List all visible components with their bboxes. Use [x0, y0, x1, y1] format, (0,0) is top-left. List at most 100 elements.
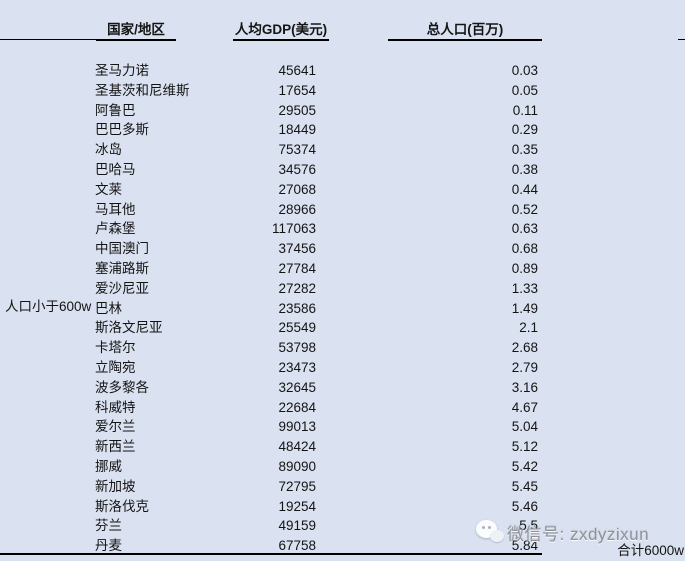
country-cell: 斯洛伐克: [95, 498, 149, 514]
country-cell: 巴巴多斯: [95, 122, 149, 138]
gdp-cell: 89090: [278, 458, 316, 474]
country-cell: 挪威: [95, 458, 122, 474]
table-row: 斯洛伐克 19254 5.46: [0, 497, 685, 517]
table-row: 卡塔尔 53798 2.68: [0, 338, 685, 358]
population-cell: 0.68: [511, 241, 538, 257]
country-cell: 巴哈马: [95, 161, 136, 177]
table-row: 立陶宛 23473 2.79: [0, 358, 685, 378]
population-cell: 5.45: [511, 478, 538, 494]
header-underline-right-edge: [678, 38, 685, 40]
country-cell: 斯洛文尼亚: [95, 320, 163, 336]
table-row: 新西兰 48424 5.12: [0, 437, 685, 457]
table-row: 卢森堡 117063 0.63: [0, 219, 685, 239]
table-row: 巴林 23586 1.49: [0, 299, 685, 319]
header-underline-left: [0, 38, 100, 40]
country-cell: 文莱: [95, 181, 122, 197]
population-cell: 0.38: [511, 161, 538, 177]
table-row: 爱沙尼亚 27282 1.33: [0, 279, 685, 299]
table-row: 中国澳门 37456 0.68: [0, 239, 685, 259]
population-cell: 0.52: [511, 201, 538, 217]
table-row: 挪威 89090 5.42: [0, 457, 685, 477]
population-cell: 3.16: [511, 379, 538, 395]
header-underline-country: [96, 38, 176, 41]
watermark: 微信号: zxdyzixun: [476, 518, 649, 547]
gdp-cell: 19254: [278, 498, 316, 514]
gdp-cell: 32645: [278, 379, 316, 395]
gdp-cell: 72795: [278, 478, 316, 494]
country-cell: 科威特: [95, 399, 136, 415]
gdp-cell: 27784: [278, 260, 316, 276]
country-cell: 芬兰: [95, 518, 122, 534]
column-header-gdp: 人均GDP(美元): [234, 22, 328, 37]
gdp-cell: 75374: [278, 142, 316, 158]
header-underline-gdp: [233, 38, 329, 41]
gdp-cell: 53798: [278, 340, 316, 356]
population-cell: 0.89: [511, 260, 538, 276]
table-row: 巴巴多斯 18449 0.29: [0, 120, 685, 140]
population-cell: 2.79: [511, 359, 538, 375]
gdp-cell: 99013: [278, 419, 316, 435]
table-row: 圣基茨和尼维斯 17654 0.05: [0, 81, 685, 101]
country-cell: 阿鲁巴: [95, 102, 136, 118]
table-row: 爱尔兰 99013 5.04: [0, 417, 685, 437]
population-cell: 5.12: [511, 439, 538, 455]
population-cell: 2.68: [511, 340, 538, 356]
group-label: 人口小于600w: [5, 299, 92, 314]
country-cell: 新加坡: [95, 478, 136, 494]
country-cell: 丹麦: [95, 538, 122, 554]
gdp-cell: 22684: [278, 399, 316, 415]
column-header-population: 总人口(百万): [426, 22, 504, 37]
country-cell: 卡塔尔: [95, 340, 136, 356]
gdp-cell: 29505: [278, 102, 316, 118]
country-cell: 圣马力诺: [95, 63, 149, 78]
watermark-text: 微信号: zxdyzixun: [507, 525, 650, 544]
table-row: 科威特 22684 4.67: [0, 398, 685, 418]
population-cell: 5.04: [511, 419, 538, 435]
population-cell: 0.05: [511, 82, 538, 98]
table-bottom-border: [0, 553, 542, 555]
population-cell: 4.67: [511, 399, 538, 415]
table-row: 塞浦路斯 27784 0.89: [0, 259, 685, 279]
gdp-cell: 27068: [278, 181, 316, 197]
gdp-cell: 18449: [278, 122, 316, 138]
gdp-cell: 34576: [278, 161, 316, 177]
table-row: 阿鲁巴 29505 0.11: [0, 101, 685, 121]
table-rows: 圣马力诺 45641 0.03 圣基茨和尼维斯 17654 0.05 阿鲁巴 2…: [0, 61, 685, 556]
population-cell: 0.63: [511, 221, 538, 237]
table-row: 文莱 27068 0.44: [0, 180, 685, 200]
table-row: 新加坡 72795 5.45: [0, 477, 685, 497]
population-cell: 0.35: [511, 142, 538, 158]
population-cell: 0.03: [511, 63, 538, 78]
wechat-icon: [476, 518, 507, 547]
population-cell: 5.42: [511, 458, 538, 474]
population-cell: 5.84: [511, 538, 538, 554]
population-cell: 0.29: [511, 122, 538, 138]
population-cell: 1.49: [511, 300, 538, 316]
gdp-cell: 45641: [278, 63, 316, 78]
population-cell: 0.44: [511, 181, 538, 197]
country-cell: 冰岛: [95, 142, 122, 158]
country-cell: 马耳他: [95, 201, 136, 217]
table-row: 丹麦 67758 5.84: [0, 536, 685, 556]
country-cell: 中国澳门: [95, 241, 149, 257]
gdp-cell: 25549: [278, 320, 316, 336]
gdp-cell: 67758: [278, 538, 316, 554]
gdp-cell: 27282: [278, 280, 316, 296]
population-cell: 0.11: [512, 102, 538, 118]
gdp-cell: 23586: [278, 300, 316, 316]
gdp-cell: 49159: [278, 518, 316, 534]
country-cell: 爱沙尼亚: [95, 280, 149, 296]
gdp-cell: 48424: [278, 439, 316, 455]
country-cell: 新西兰: [95, 439, 136, 455]
gdp-cell: 17654: [278, 82, 316, 98]
country-cell: 波多黎各: [95, 379, 149, 395]
population-cell: 2.1: [519, 320, 538, 336]
table-row: 波多黎各 32645 3.16: [0, 378, 685, 398]
population-cell: 5.46: [511, 498, 538, 514]
country-cell: 塞浦路斯: [95, 260, 149, 276]
column-header-country: 国家/地区: [107, 22, 165, 37]
header-underline-population: [388, 38, 542, 41]
country-cell: 爱尔兰: [95, 419, 136, 435]
country-cell: 卢森堡: [95, 221, 136, 237]
